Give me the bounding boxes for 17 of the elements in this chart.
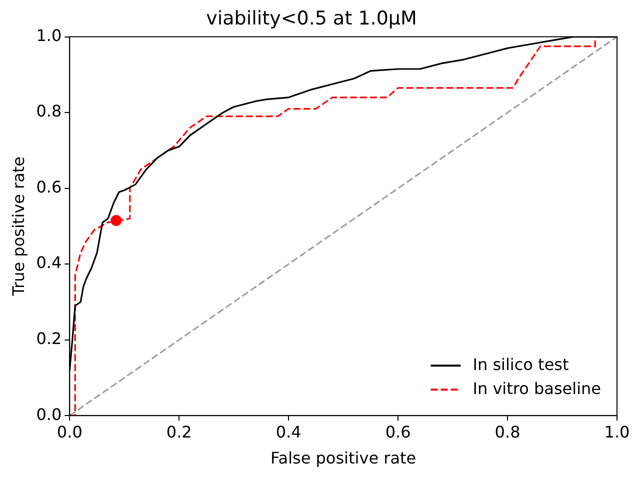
y-tick-label: 0.2 (36, 328, 62, 348)
x-tick-label: 0.8 (494, 422, 520, 442)
x-tick-label: 0.6 (385, 422, 411, 442)
x-tick-label: 0.2 (166, 422, 192, 442)
y-tick-label: 1.0 (36, 26, 62, 45)
x-tick-label: 0.4 (276, 422, 302, 442)
x-axis-title: False positive rate (270, 448, 416, 468)
x-tick-label: 1.0 (604, 422, 630, 442)
x-tick-label: 0.0 (56, 422, 82, 442)
y-tick-label: 0.4 (36, 253, 62, 272)
chart-title: viability<0.5 at 1.0μM (206, 7, 417, 30)
y-axis-title: True positive rate (8, 156, 28, 297)
y-tick-label: 0.0 (36, 404, 62, 424)
legend-label: In silico test (472, 354, 569, 374)
y-tick-label: 0.8 (36, 102, 62, 121)
y-tick-label: 0.6 (36, 177, 62, 196)
legend-label: In vitro baseline (472, 378, 601, 398)
